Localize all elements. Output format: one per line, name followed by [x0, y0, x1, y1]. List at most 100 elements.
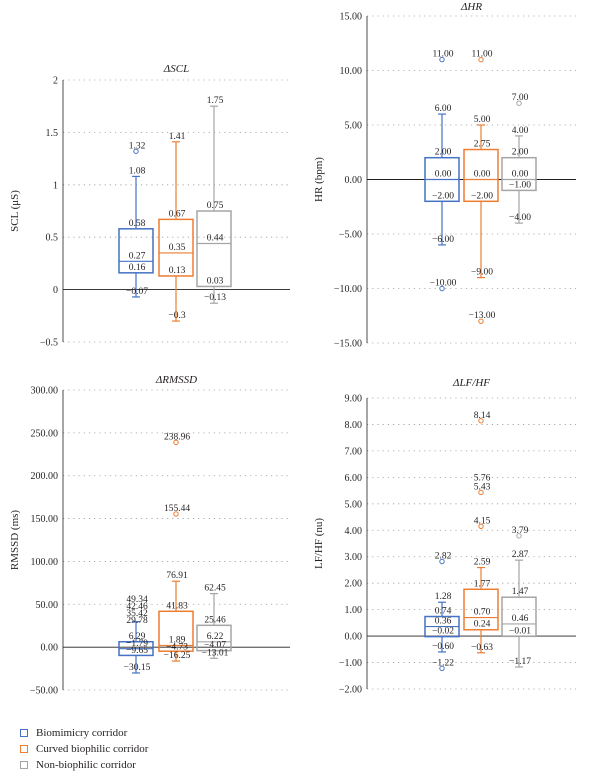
data-label: 0.13	[169, 266, 186, 276]
data-label: 4.15	[474, 516, 491, 526]
legend-swatch-curved	[20, 744, 28, 753]
data-label: −4.73	[166, 643, 188, 653]
data-label: 2.00	[512, 148, 529, 158]
box-series-nonbiophilic: 1.75 0.75 0.44 0.03 −0.13	[196, 96, 232, 304]
legend-item-curved: Curved biophilic corridor	[20, 741, 148, 756]
data-label: 1.41	[169, 132, 186, 142]
data-label: −2.00	[432, 191, 454, 201]
outlier-point	[173, 511, 179, 517]
data-label: 1.47	[512, 587, 529, 597]
data-label: −1.17	[509, 657, 531, 667]
box-iqr	[158, 610, 194, 652]
data-label: 8.14	[474, 411, 491, 421]
data-label: 2.87	[512, 550, 529, 560]
outlier-point	[439, 285, 445, 292]
data-label: 62.45	[204, 584, 226, 594]
box-iqr	[463, 148, 499, 203]
chart-title: ΔLF/HF	[452, 377, 490, 389]
data-label: 0.16	[129, 263, 146, 273]
outlier-point	[439, 56, 445, 63]
y-tick-label: 5.00	[345, 499, 363, 510]
data-label: −9.65	[126, 646, 148, 656]
legend-item-nonbiophilic: Non-biophilic corridor	[20, 757, 148, 772]
y-tick-label: 3.00	[345, 552, 363, 563]
outlier-point	[478, 523, 484, 530]
data-label: 2.00	[435, 148, 452, 158]
y-tick-label: 300.00	[31, 386, 59, 397]
data-label: 41.83	[166, 601, 188, 611]
data-label: 5.43	[474, 482, 491, 492]
data-label: −10.00	[430, 279, 457, 289]
outlier-point	[478, 56, 484, 63]
legend-label: Curved biophilic corridor	[36, 742, 149, 755]
y-tick-label: 9.00	[345, 394, 363, 405]
chart-title: ΔRMSSD	[155, 374, 197, 386]
data-label: −13.00	[469, 311, 496, 321]
data-label: −0.01	[509, 626, 531, 636]
chart-panel-1: ΔSCL SCL (μS) −0.5 0 0.5 1 1.5 2 1.32 1.08 0.58 0.2…	[9, 63, 290, 349]
data-label: −1.22	[432, 658, 454, 668]
y-tick-label: 250.00	[31, 428, 59, 439]
y-tick-label: 2.00	[345, 579, 363, 590]
box-series-biomimicry: 2.82 1.28 0.740.36−0.02 −0.60 −1.22	[424, 551, 460, 672]
outlier-point	[439, 558, 445, 565]
data-label: 5.76	[474, 474, 491, 484]
data-label: 1.77	[474, 579, 491, 589]
data-label: 0.58	[129, 219, 146, 229]
box-series-biomimicry: 1.32 1.08 0.58 0.27 0.16 −0.07	[118, 141, 154, 298]
outlier-point	[516, 533, 522, 539]
data-label: −2.00	[471, 191, 493, 201]
box-series-biomimicry: 11.00 6.00 2.00 0.00 −2.00 −6.00 −10.00	[424, 50, 460, 292]
box-iqr	[501, 156, 537, 192]
data-label: 6.29	[129, 632, 146, 642]
data-label: 11.00	[432, 50, 453, 60]
y-axis-label: RMSSD (ms)	[9, 510, 21, 571]
data-label: 25.46	[204, 615, 226, 625]
data-label: 0.00	[474, 170, 491, 180]
y-tick-label: −10.00	[334, 284, 362, 295]
data-label: −0.3	[168, 311, 185, 321]
data-label: 0.67	[169, 209, 186, 219]
data-label: −0.63	[471, 643, 493, 653]
chart-panel-4: ΔLF/HF LF/HF (nu) −2.00 −1.00 0.00 1.00 2.00 3.…	[313, 377, 576, 696]
legend-swatch-biomimicry	[20, 728, 28, 737]
data-label: 35.42	[126, 609, 148, 619]
box-series-nonbiophilic: 7.00 4.00 2.00 0.00−1.00 −4.00	[501, 93, 537, 224]
chart-panel-2: ΔHR HR (bpm) −15.00 −10.00 −5.00 0.00 5.00 10.0…	[313, 1, 576, 350]
outlier-point	[478, 318, 484, 324]
y-tick-label: −15.00	[334, 339, 362, 350]
data-label: −13.01	[202, 648, 229, 658]
outlier-point	[516, 100, 522, 106]
data-label: 49.34	[126, 595, 148, 605]
data-label: 1.08	[129, 166, 146, 176]
data-label: 5.00	[474, 115, 491, 125]
box-iqr	[196, 624, 232, 652]
data-label: −0.02	[432, 627, 454, 637]
box-series-nonbiophilic: 3.79 2.87 1.47 0.46 −0.01 −1.17	[501, 526, 537, 668]
y-tick-label: −0.5	[40, 338, 58, 349]
data-label: 4.00	[512, 126, 529, 136]
y-tick-label: −50.00	[30, 686, 58, 697]
data-label: −1.79	[126, 639, 148, 649]
chart-title: ΔHR	[460, 1, 482, 13]
data-label: 2.75	[474, 140, 491, 150]
y-tick-label: 1.5	[46, 128, 59, 139]
y-tick-label: 4.00	[345, 526, 363, 537]
y-tick-label: 0.00	[345, 632, 363, 643]
data-label: 0.00	[435, 170, 452, 180]
data-label: 0.00	[512, 170, 529, 180]
legend-item-biomimicry: Biomimicry corridor	[20, 725, 148, 740]
data-label: 1.32	[129, 141, 146, 151]
y-tick-label: 50.00	[36, 600, 59, 611]
y-axis-label: SCL (μS)	[9, 190, 21, 232]
data-label: 29.78	[126, 616, 148, 626]
y-tick-label: 1	[53, 180, 58, 191]
chart-panel-3: ΔRMSSD RMSSD (ms) −50.00 0.00 50.00 100.00 150…	[9, 374, 290, 697]
data-label: 0.03	[207, 276, 224, 286]
y-tick-label: 0	[53, 285, 58, 296]
y-tick-label: 5.00	[345, 121, 363, 132]
y-tick-label: 6.00	[345, 473, 363, 484]
y-tick-label: 200.00	[31, 471, 59, 482]
y-tick-label: −2.00	[339, 685, 362, 696]
